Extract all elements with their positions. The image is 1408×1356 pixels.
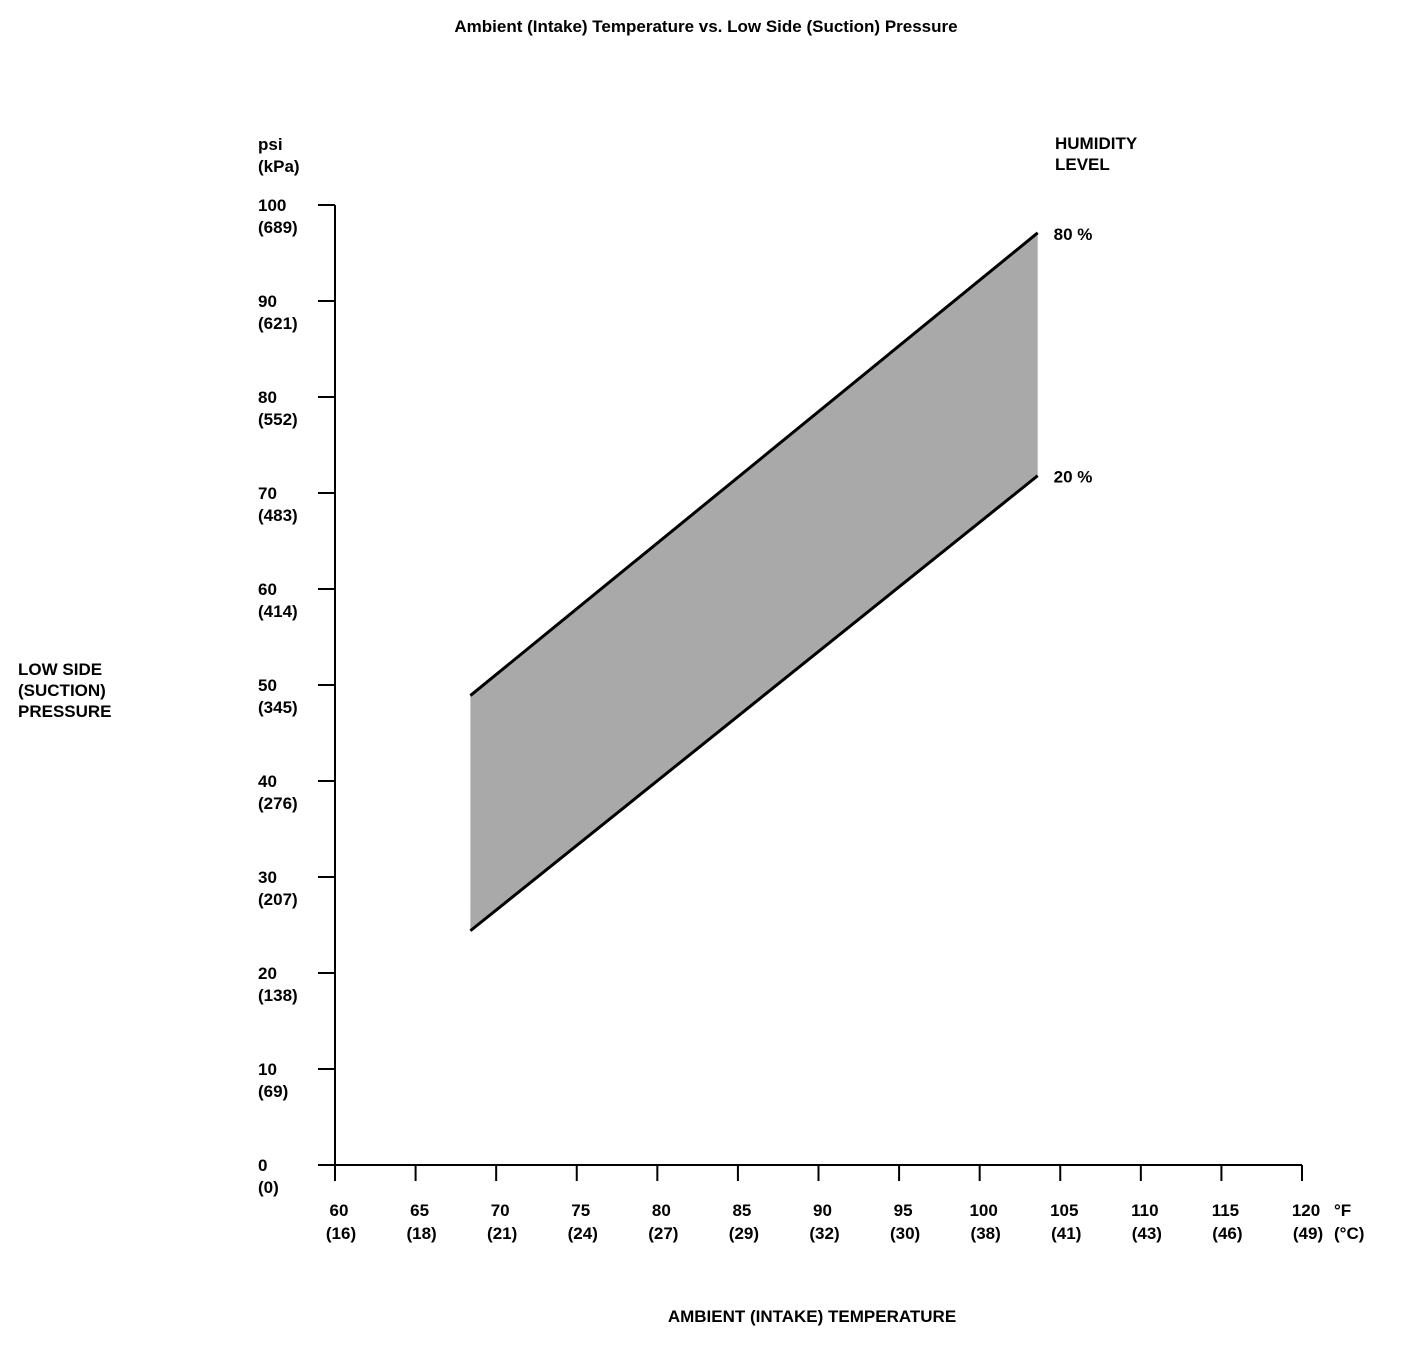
y-tick-label-kpa: (621): [258, 314, 298, 333]
x-tick-label-f: 90: [813, 1201, 832, 1220]
y-tick-label-kpa: (276): [258, 794, 298, 813]
legend-title-line2: LEVEL: [1055, 155, 1110, 174]
x-tick-label-f: 110: [1131, 1201, 1158, 1220]
series-label: 80 %: [1054, 225, 1093, 244]
x-tick-label-f: 120: [1292, 1201, 1320, 1220]
x-tick-label-c: (43): [1132, 1224, 1162, 1243]
x-tick-label-c: (29): [729, 1224, 759, 1243]
y-tick-label-psi: 20: [258, 964, 277, 983]
y-tick-label-psi: 10: [258, 1060, 277, 1079]
y-tick-label-psi: 50: [258, 676, 277, 695]
x-tick-label-c: (16): [326, 1224, 356, 1243]
series-line-80: [469, 231, 1039, 697]
y-tick-label-kpa: (0): [258, 1178, 279, 1197]
y-tick-label-psi: 30: [258, 868, 277, 887]
x-tick-label-c: (41): [1051, 1224, 1081, 1243]
x-tick-label-c: (38): [971, 1224, 1001, 1243]
y-tick-label-psi: 100: [258, 196, 286, 215]
x-tick-label-f: 105: [1050, 1201, 1078, 1220]
x-tick-label-f: 60: [330, 1201, 349, 1220]
y-tick-label-psi: 90: [258, 292, 277, 311]
humidity-band: [470, 232, 1038, 931]
x-tick-label-f: 65: [410, 1201, 429, 1220]
legend-title-line1: HUMIDITY: [1055, 134, 1138, 153]
x-tick-label-f: 115: [1212, 1201, 1239, 1220]
y-tick-label-kpa: (414): [258, 602, 298, 621]
y-unit-kpa: (kPa): [258, 157, 300, 176]
y-tick-label-kpa: (483): [258, 506, 298, 525]
y-tick-label-psi: 60: [258, 580, 277, 599]
y-tick-label-kpa: (138): [258, 986, 298, 1005]
x-tick-label-c: (21): [487, 1224, 517, 1243]
x-tick-label-f: 80: [652, 1201, 671, 1220]
y-label-line2: (SUCTION): [18, 681, 106, 700]
y-unit-psi: psi: [258, 135, 283, 154]
x-tick-label-c: (18): [406, 1224, 436, 1243]
x-unit-f: °F: [1334, 1201, 1351, 1220]
x-tick-label-c: (46): [1212, 1224, 1242, 1243]
x-tick-label-c: (27): [648, 1224, 678, 1243]
x-tick-label-f: 75: [571, 1201, 590, 1220]
x-unit-c: (°C): [1334, 1224, 1364, 1243]
y-label-line3: PRESSURE: [18, 702, 112, 721]
y-tick-label-psi: 0: [258, 1156, 267, 1175]
y-tick-label-kpa: (552): [258, 410, 298, 429]
x-tick-label-c: (24): [568, 1224, 598, 1243]
x-tick-label-c: (30): [890, 1224, 920, 1243]
y-tick-label-psi: 40: [258, 772, 277, 791]
x-tick-label-f: 70: [491, 1201, 510, 1220]
x-axis-label: AMBIENT (INTAKE) TEMPERATURE: [668, 1307, 956, 1326]
y-label-line1: LOW SIDE: [18, 660, 102, 679]
x-tick-label-f: 100: [969, 1201, 997, 1220]
y-tick-label-kpa: (69): [258, 1082, 288, 1101]
y-tick-label-kpa: (689): [258, 218, 298, 237]
series-line-20: [469, 474, 1039, 932]
y-tick-label-psi: 80: [258, 388, 277, 407]
x-tick-label-c: (49): [1293, 1224, 1323, 1243]
x-tick-label-f: 85: [732, 1201, 751, 1220]
x-tick-label-f: 95: [894, 1201, 913, 1220]
series-label: 20 %: [1054, 468, 1093, 487]
y-tick-label-kpa: (207): [258, 890, 298, 909]
x-tick-label-c: (32): [809, 1224, 839, 1243]
y-tick-label-psi: 70: [258, 484, 277, 503]
y-tick-label-kpa: (345): [258, 698, 298, 717]
chart-title: Ambient (Intake) Temperature vs. Low Sid…: [454, 17, 957, 36]
